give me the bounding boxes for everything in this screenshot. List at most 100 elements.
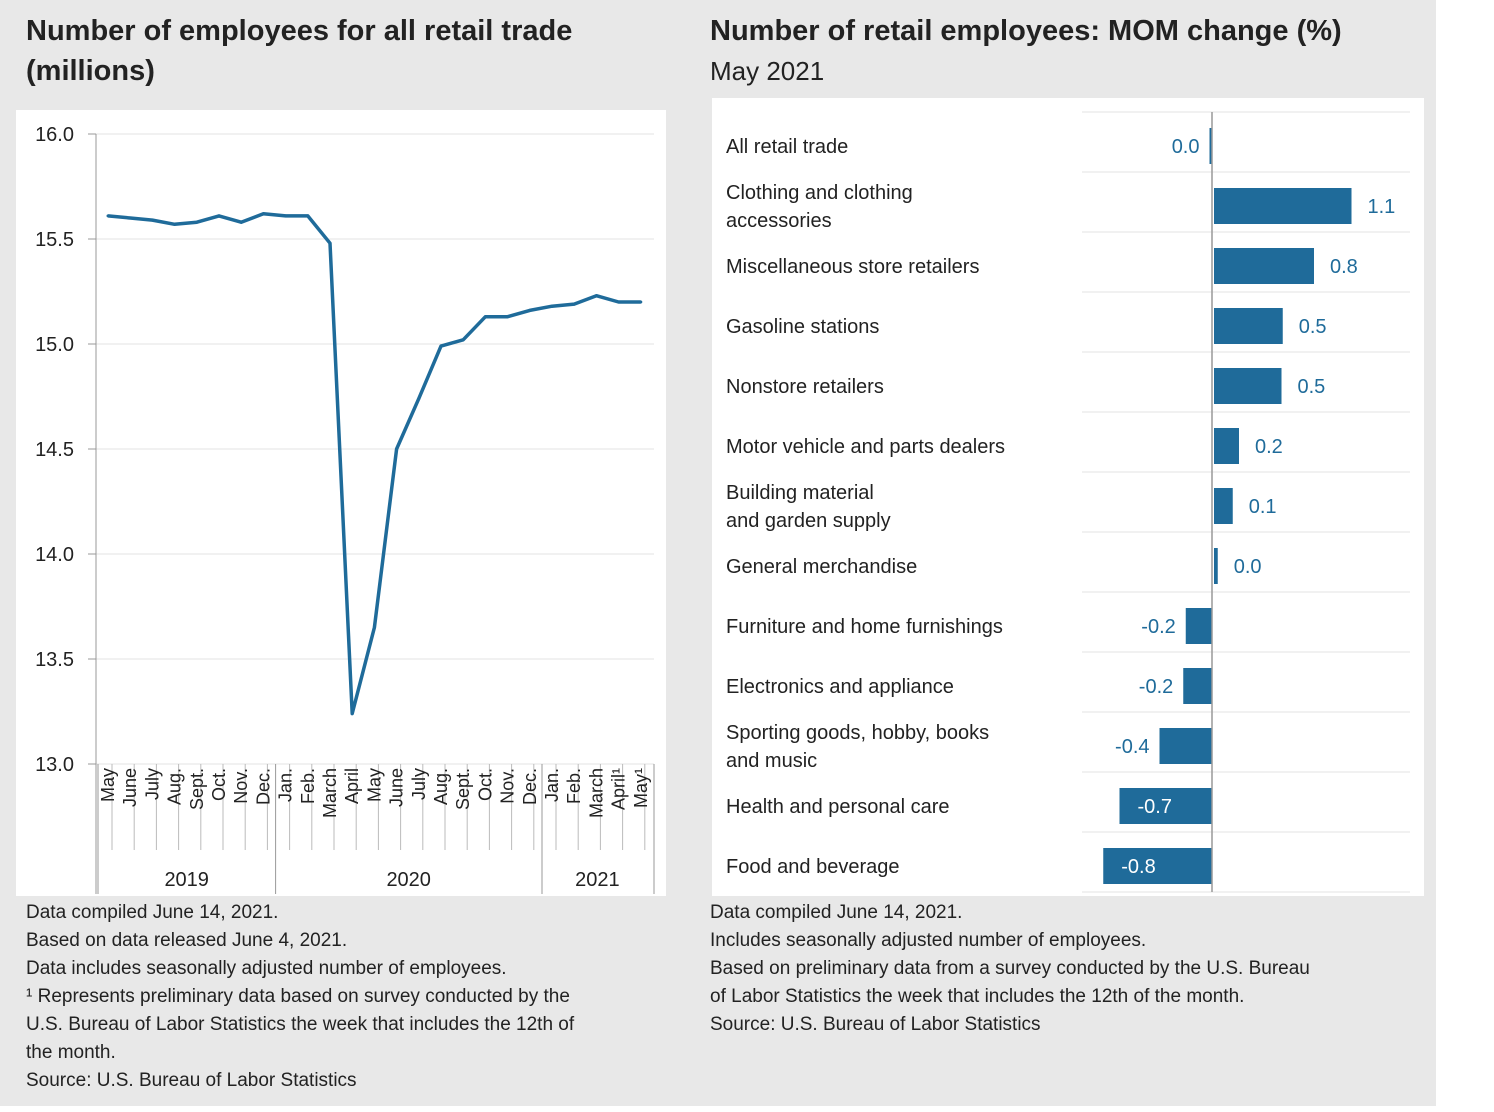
value-label: -0.7 [1138, 796, 1172, 818]
x-tick-label: June [120, 768, 140, 807]
category-label: General merchandise [726, 556, 917, 578]
y-tick-label: 16.0 [35, 124, 74, 146]
bar [1214, 368, 1282, 404]
data-point [150, 218, 154, 222]
data-point [261, 212, 265, 216]
x-tick-label: Aug. [431, 768, 451, 805]
x-tick-label: July [142, 768, 162, 800]
value-label: 0.5 [1299, 316, 1327, 338]
x-tick-label: April [342, 768, 362, 804]
x-tick-label: Sept. [187, 768, 207, 810]
left-note-line: Based on data released June 4, 2021. [26, 930, 348, 951]
x-tick-label: Feb. [564, 768, 584, 804]
left-note-line: U.S. Bureau of Labor Statistics the week… [26, 1014, 575, 1035]
value-label: -0.8 [1121, 856, 1155, 878]
bar [1103, 848, 1212, 884]
bar [1183, 668, 1212, 704]
x-tick-label: March [320, 768, 340, 818]
year-label: 2019 [164, 869, 209, 891]
data-point [506, 315, 510, 319]
data-point [439, 344, 443, 348]
y-tick-label: 15.5 [35, 229, 74, 251]
y-tick-label: 15.0 [35, 334, 74, 356]
category-label: Nonstore retailers [726, 376, 884, 398]
x-tick-label: Feb. [298, 768, 318, 804]
right-note-line: of Labor Statistics the week that includ… [710, 986, 1245, 1007]
year-label: 2021 [575, 869, 620, 891]
x-tick-label: May [98, 768, 118, 802]
data-point [617, 300, 621, 304]
data-point [284, 214, 288, 218]
right-notes: Data compiled June 14, 2021. Includes sea… [710, 899, 1310, 1039]
data-point [528, 308, 532, 312]
right-note-line: Includes seasonally adjusted number of e… [710, 930, 1147, 951]
x-tick-label: Oct. [475, 768, 495, 801]
x-tick-label: Dec. [253, 768, 273, 805]
x-tick-label: May¹ [631, 768, 651, 808]
bar [1214, 548, 1218, 584]
bar [1185, 608, 1212, 644]
y-tick-label: 13.0 [35, 754, 74, 776]
category-label: Miscellaneous store retailers [726, 256, 979, 278]
data-point [572, 302, 576, 306]
category-label: Sporting goods, hobby, books [726, 722, 989, 744]
value-label: -0.2 [1141, 616, 1175, 638]
category-label: Motor vehicle and parts dealers [726, 436, 1005, 458]
bar [1214, 428, 1239, 464]
category-label: Furniture and home furnishings [726, 616, 1003, 638]
y-tick-label: 14.5 [35, 439, 74, 461]
left-note-line: Data compiled June 14, 2021. [26, 902, 279, 923]
data-point [306, 214, 310, 218]
category-label: accessories [726, 210, 832, 232]
category-label: Electronics and appliance [726, 676, 954, 698]
data-point [128, 216, 132, 220]
employees-series-line [107, 212, 641, 716]
left-chart-panel: 16.0 15.5 15.0 14.5 14.0 13.5 13.0 May June July A… [16, 110, 666, 896]
value-label: 0.1 [1249, 496, 1277, 518]
x-tick-label: Jan. [542, 768, 562, 802]
figure-canvas: Number of employees for all retail trade… [0, 0, 1436, 1106]
value-label: 1.1 [1368, 196, 1396, 218]
y-tick-label: 13.5 [35, 649, 74, 671]
right-chart-title: Number of retail employees: MOM change (… [710, 15, 1342, 47]
value-label: -0.2 [1139, 676, 1173, 698]
data-point [639, 300, 643, 304]
right-note-line: Data compiled June 14, 2021. [710, 902, 963, 923]
left-note-line: Source: U.S. Bureau of Labor Statistics [26, 1070, 357, 1091]
value-label: 0.2 [1255, 436, 1283, 458]
right-note-line: Based on preliminary data from a survey … [710, 958, 1310, 979]
x-tick-label: Nov. [498, 768, 518, 804]
x-tick-label: March [586, 768, 606, 818]
bar [1159, 728, 1212, 764]
right-chart-subtitle: May 2021 [710, 56, 825, 86]
value-label: 0.5 [1298, 376, 1326, 398]
data-point [195, 220, 199, 224]
bar [1214, 488, 1233, 524]
category-label: Gasoline stations [726, 316, 879, 338]
data-point [417, 397, 421, 401]
left-chart-title: Number of employees for all retail trade… [26, 11, 572, 91]
x-tick-label: Nov. [231, 768, 251, 804]
year-label: 2020 [386, 869, 431, 891]
left-notes: Data compiled June 14, 2021. Based on dat… [26, 899, 574, 1095]
data-point [594, 294, 598, 298]
data-point [350, 712, 354, 716]
category-label: All retail trade [726, 136, 848, 158]
data-point [550, 304, 554, 308]
x-tick-label: May [364, 768, 384, 802]
data-point [483, 315, 487, 319]
bar [1214, 248, 1314, 284]
data-point [328, 241, 332, 245]
x-tick-label: Oct. [209, 768, 229, 801]
bar-chart: All retail trade 0.0 Clothing and clothing… [726, 111, 1410, 893]
x-tick-label: Sept. [453, 768, 473, 810]
right-note-line: Source: U.S. Bureau of Labor Statistics [710, 1014, 1041, 1035]
category-label: Food and beverage [726, 856, 899, 878]
left-note-line: Data includes seasonally adjusted number… [26, 958, 507, 979]
category-label: Health and personal care [726, 796, 949, 818]
data-point [239, 220, 243, 224]
category-label: Clothing and clothing [726, 182, 913, 204]
data-point [217, 214, 221, 218]
category-label: Building material [726, 482, 874, 504]
